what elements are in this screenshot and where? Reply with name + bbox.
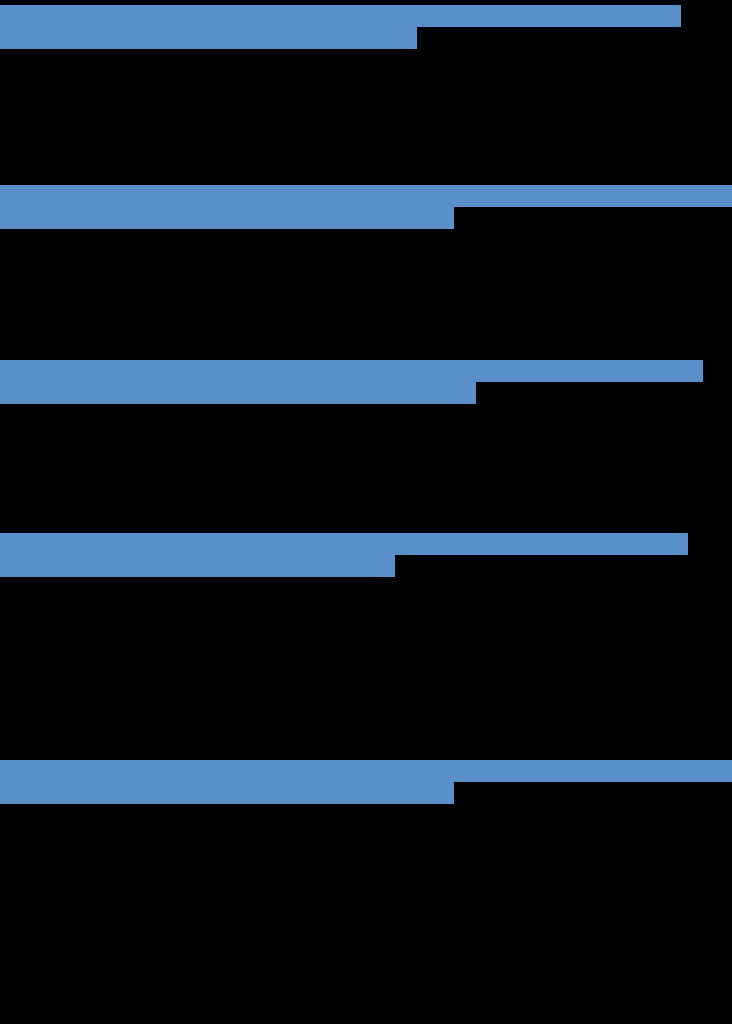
Bar xyxy=(0,555,395,577)
Bar xyxy=(0,382,476,404)
Bar xyxy=(0,760,732,782)
Bar xyxy=(0,5,681,27)
Bar xyxy=(0,782,454,804)
Bar xyxy=(0,27,417,49)
Bar xyxy=(0,207,454,229)
Bar xyxy=(0,534,688,555)
Bar xyxy=(0,360,703,382)
Bar xyxy=(0,185,732,207)
